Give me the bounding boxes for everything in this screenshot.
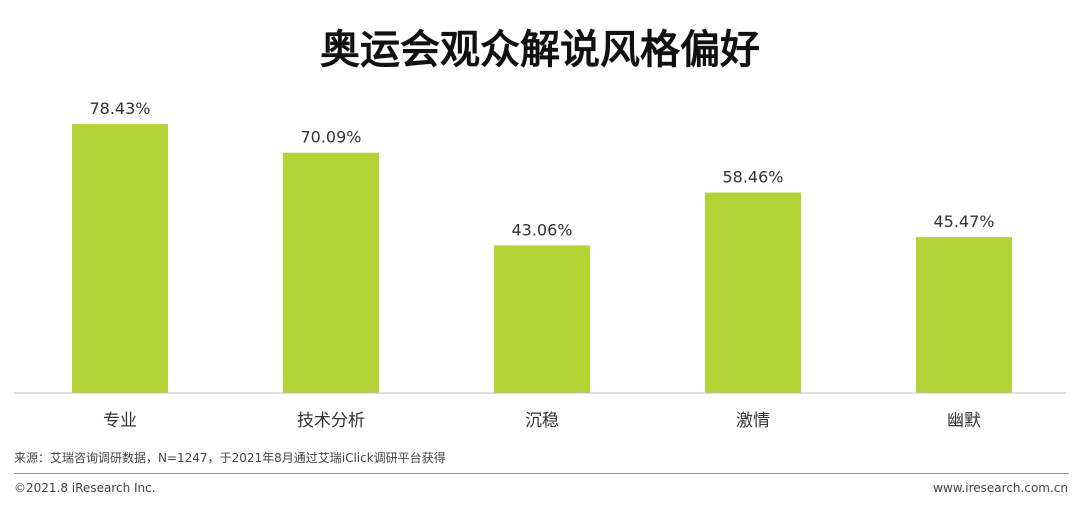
x-tick-label: 幽默 [947, 411, 981, 431]
bar-3 [494, 245, 590, 393]
bar-value-label: 58.46% [722, 168, 783, 187]
x-tick-label: 激情 [736, 411, 770, 431]
x-tick-label: 技术分析 [297, 411, 365, 431]
source-note: 来源：艾瑞咨询调研数据，N=1247，于2021年8月通过艾瑞iClick调研平… [14, 451, 446, 465]
bar-2 [283, 152, 379, 393]
bar-5 [916, 237, 1012, 393]
bar-value-label: 70.09% [300, 128, 361, 147]
bar-chart: 78.43% 70.09% 43.06% 58.46% 45.47% 专业 技术分析 沉稳 激… [14, 99, 1066, 431]
x-tick-label: 沉稳 [525, 411, 559, 431]
footer-divider [14, 473, 1069, 474]
tick-labels-group: 专业 技术分析 沉稳 激情 幽默 [103, 411, 981, 431]
bar-value-label: 45.47% [933, 212, 994, 231]
bar-value-label: 78.43% [89, 99, 150, 118]
website-link[interactable]: www.iresearch.com.cn [933, 481, 1068, 495]
bar-value-label: 43.06% [511, 220, 572, 239]
x-tick-label: 专业 [103, 411, 137, 431]
copyright-text: ©2021.8 iResearch Inc. [14, 481, 156, 495]
bars-group: 78.43% 70.09% 43.06% 58.46% 45.47% [72, 99, 1012, 393]
bar-4 [705, 192, 801, 393]
bar-1 [72, 124, 168, 393]
chart-title: 奥运会观众解说风格偏好 [320, 27, 760, 73]
